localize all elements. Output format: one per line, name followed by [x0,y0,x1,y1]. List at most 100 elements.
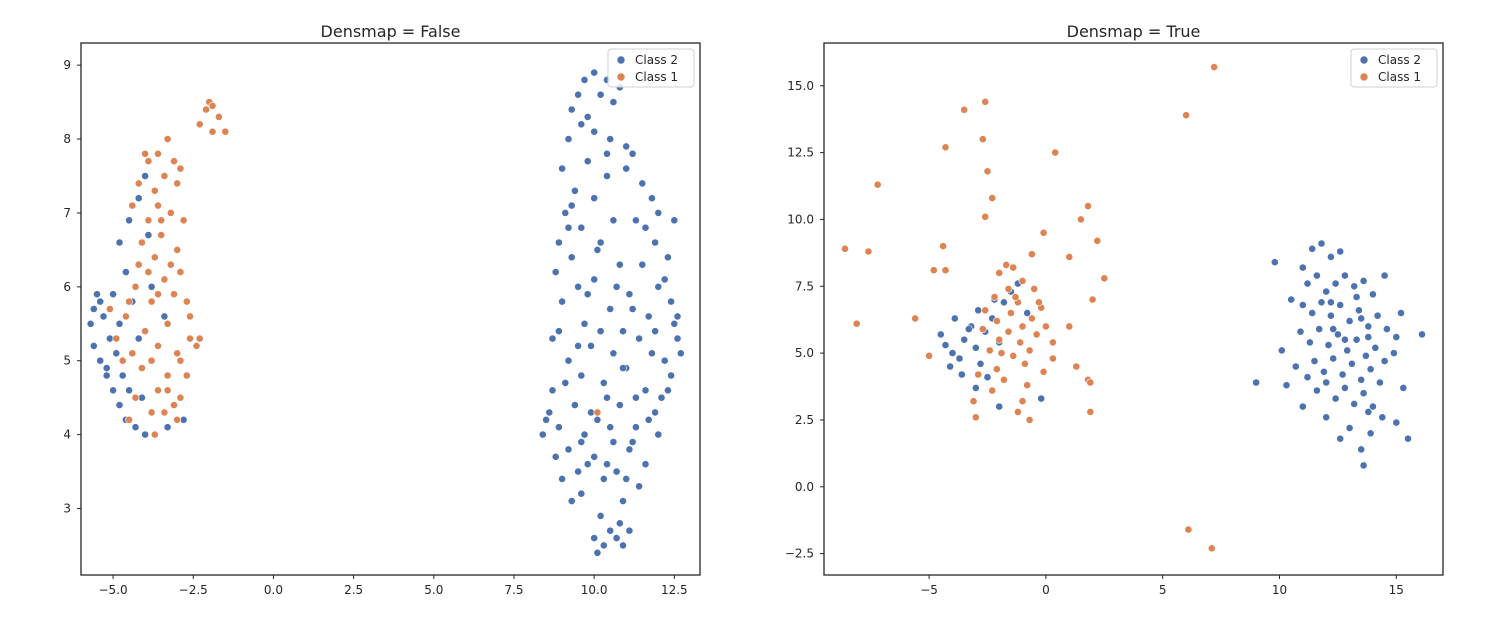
class-2-point [1341,335,1349,344]
class-2-point [673,312,682,321]
class-1-point [1000,375,1008,384]
class-1-point [983,167,992,176]
class-2-point [1364,407,1373,416]
class-2-point [625,526,634,535]
class-2-point [946,362,954,371]
class-2-point [606,423,615,432]
class-1-point [995,268,1004,277]
class-1-point [173,179,182,188]
class-1-point [150,430,159,439]
class-1-point [112,334,121,343]
class-1-point [1207,544,1216,553]
class-2-point [1308,309,1317,317]
class-2-point [599,474,608,483]
class-2-point [574,341,582,350]
class-2-point [644,415,653,424]
class-1-point [154,290,162,299]
class-2-point [109,290,117,299]
class-2-point [89,305,98,313]
class-2-point [936,330,945,339]
y-tick-label: 5.0 [795,346,814,360]
class-2-point [1373,311,1382,320]
class-1-point [176,356,185,365]
class-1-point [1086,407,1095,416]
class-1-point [144,268,153,276]
class-2-point [1359,389,1368,398]
class-1-point [1014,407,1022,416]
class-1-point [170,157,178,166]
class-1-point [978,135,987,144]
class-2-point [141,172,149,180]
class-2-point [160,312,169,321]
class-2-point [673,334,682,343]
class-1-point [125,415,134,424]
class-2-point [131,423,140,432]
class-2-point [542,415,550,424]
class-2-point [664,253,672,262]
class-2-point [564,356,573,365]
class-1-point [106,305,114,313]
class-1-point [166,208,175,217]
class-2-point [670,216,679,225]
class-1-point [173,245,182,254]
class-2-point [558,297,566,306]
class-1-point [1051,148,1060,157]
class-2-point [1303,279,1312,288]
class-2-point [1359,276,1368,285]
class-2-point [603,172,611,180]
class-2-point [1369,290,1377,299]
class-1-point [1011,293,1020,301]
class-2-point [125,216,134,225]
x-tick-label: 2.5 [344,583,363,597]
class-2-point [1306,338,1314,347]
class-2-point [1357,375,1366,384]
class-2-point [1329,325,1338,333]
class-2-legend-label: Class 2 [1378,53,1421,67]
class-2-point [983,373,992,382]
class-2-point [109,386,117,395]
class-2-point [1000,298,1008,307]
class-1-point [1042,322,1050,331]
class-1-point [208,127,217,136]
class-2-point [147,282,156,291]
class-1-point [971,413,980,422]
class-2-point [590,452,599,461]
class-2-point [1345,424,1354,432]
class-1-point [1030,284,1039,293]
class-2-point [638,260,647,269]
class-2-point [593,548,602,557]
class-2-point [619,497,627,505]
class-2-point [1380,357,1389,365]
class-1-point [1004,327,1013,336]
x-tick-label: −5.0 [99,583,128,597]
class-2-point [635,482,643,491]
class-2-point [564,223,573,232]
class-2-point [1345,317,1354,325]
class-1-point [1004,284,1013,293]
class-1-point [1002,260,1011,269]
class-1-point [852,319,861,328]
class-2-point [1287,295,1296,304]
class-1-point [1007,309,1015,317]
class-2-point [651,238,659,247]
class-1-point [978,325,987,333]
class-1-point [1009,351,1018,360]
class-2-point [1404,434,1412,443]
x-tick-label: 15 [1389,583,1404,597]
class-2-point [1366,365,1375,374]
class-2-point [590,275,599,284]
class-2-point [1298,263,1307,272]
class-2-point [548,386,557,395]
class-2-point [651,408,659,417]
class-2-point [606,135,615,143]
class-1-point [1088,295,1097,304]
class-2-point [648,349,656,358]
class-2-point [609,349,618,358]
class-1-point [192,341,201,350]
class-2-point [609,216,618,225]
y-tick-label: 7.5 [795,279,814,293]
class-2-point [641,223,650,232]
chart-title: Densmap = False [321,22,461,41]
class-1-point [873,180,882,189]
class-2-point [1310,357,1319,365]
